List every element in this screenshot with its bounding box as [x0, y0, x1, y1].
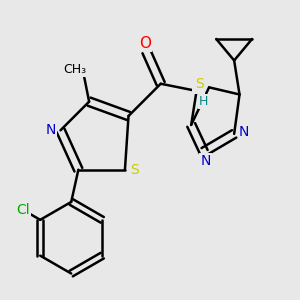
Text: N: N — [193, 79, 203, 92]
Text: Cl: Cl — [16, 203, 30, 217]
Text: N: N — [239, 125, 249, 139]
Text: H: H — [199, 95, 208, 108]
Text: S: S — [195, 77, 203, 91]
Text: CH₃: CH₃ — [63, 63, 86, 76]
Text: N: N — [45, 123, 56, 137]
Text: N: N — [200, 154, 211, 168]
Text: S: S — [130, 163, 139, 177]
Text: O: O — [139, 36, 151, 51]
